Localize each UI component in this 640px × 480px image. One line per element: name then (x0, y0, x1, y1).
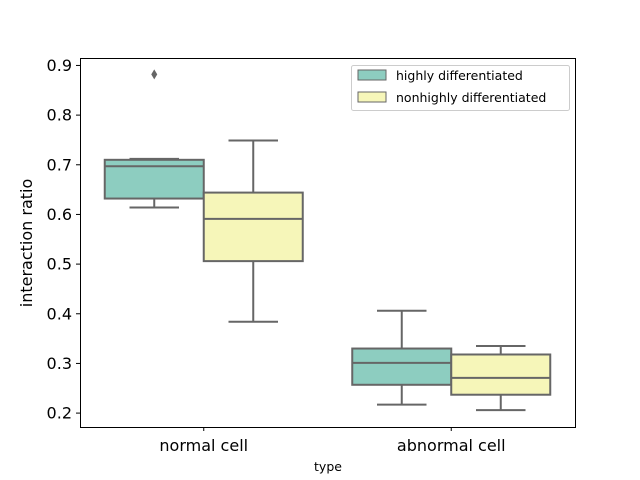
x-tick-label: normal cell (159, 436, 248, 455)
x-axis-label: type (314, 459, 342, 474)
y-tick-label: 0.4 (47, 304, 72, 323)
legend-label-highly-differentiated: highly differentiated (396, 68, 523, 83)
legend-swatch-highly-differentiated (357, 69, 387, 81)
x-tick-label: abnormal cell (397, 436, 506, 455)
y-tick-label: 0.3 (47, 354, 72, 373)
outlier-marker (151, 69, 158, 80)
y-axis-ticks: 0.2 0.3 0.4 0.5 0.6 0.7 0.8 0.9 (47, 56, 80, 423)
iqr-box (202, 191, 304, 263)
y-tick-label: 0.8 (47, 106, 72, 125)
boxes-layer (103, 69, 552, 412)
y-tick-label: 0.2 (47, 404, 72, 423)
box-nonhighly-differentiated-abnormal-cell (450, 345, 552, 412)
box-nonhighly-differentiated-normal-cell (202, 139, 304, 323)
y-tick-label: 0.7 (47, 155, 72, 174)
y-tick-label: 0.5 (47, 255, 72, 274)
y-tick-label: 0.6 (47, 205, 72, 224)
legend-frame (351, 65, 570, 111)
iqr-box (450, 353, 552, 396)
box-highly-differentiated-abnormal-cell (351, 309, 453, 406)
iqr-box (351, 347, 453, 386)
plot-frame (80, 58, 576, 428)
x-axis-ticks: normal cell abnormal cell (159, 427, 506, 455)
box-highly-differentiated-normal-cell (103, 69, 205, 209)
legend-swatch-nonhighly-differentiated (357, 91, 387, 103)
legend: highly differentiated nonhighly differen… (351, 65, 570, 111)
legend-label-nonhighly-differentiated: nonhighly differentiated (396, 90, 546, 105)
y-axis-label: interaction ratio (17, 179, 36, 308)
y-tick-label: 0.9 (47, 56, 72, 75)
